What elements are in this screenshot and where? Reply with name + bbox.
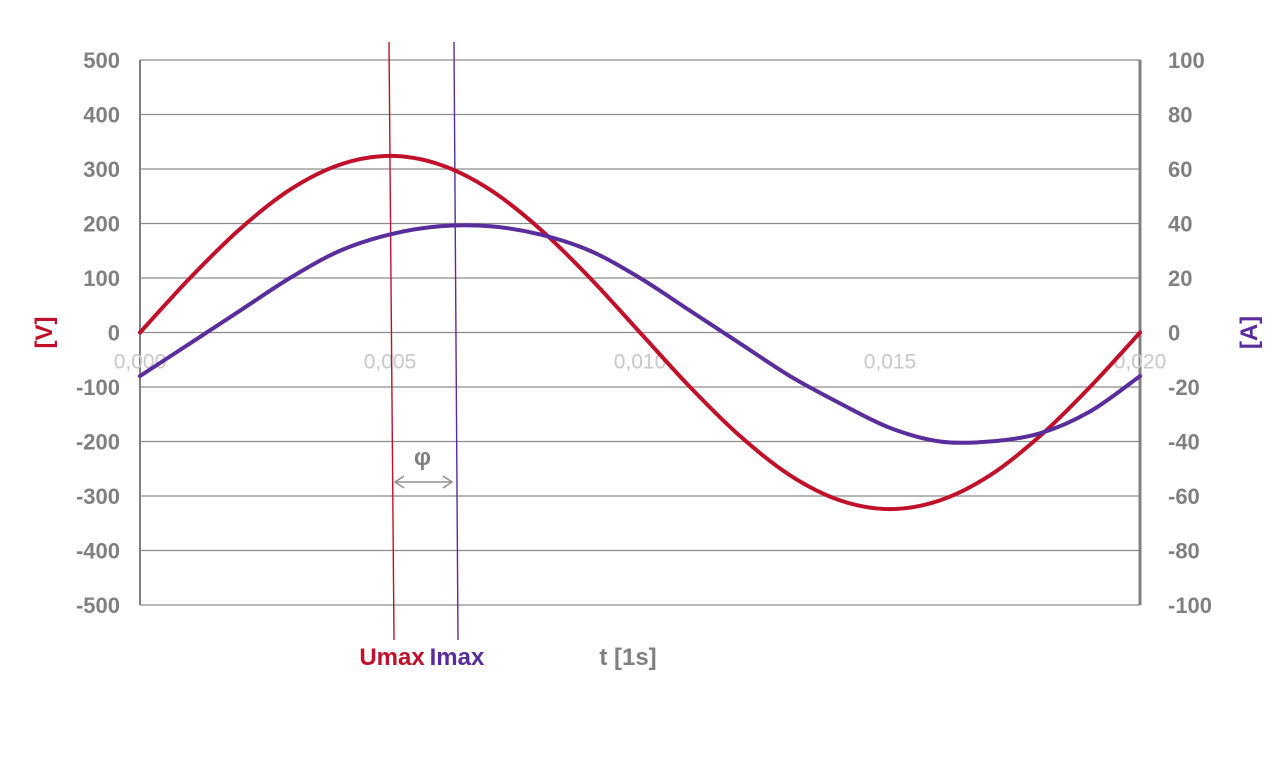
right-tick-label: -60 <box>1168 484 1200 509</box>
left-axis-unit-label: [V] <box>31 317 58 349</box>
x-tick-label: 0,015 <box>864 351 917 374</box>
right-axis-ticks: 100 80 60 40 20 0 -20 -40 -60 -80 -100 <box>1168 48 1212 618</box>
right-tick-label: -20 <box>1168 375 1200 400</box>
right-tick-label: 20 <box>1168 266 1192 291</box>
series-line-umax <box>138 153 1142 512</box>
right-tick-label: 80 <box>1168 103 1192 128</box>
x-axis-label: t [1s] <box>599 644 656 671</box>
right-tick-label: -40 <box>1168 430 1200 455</box>
umax-marker-line <box>388 41 395 641</box>
left-tick-label: 100 <box>83 266 120 291</box>
left-axis-ticks: 500 400 300 200 100 0 -100 -200 -300 -400 -500 <box>76 48 120 618</box>
right-tick-label: 0 <box>1168 321 1180 346</box>
imax-label: Imax <box>430 644 485 671</box>
left-tick-label: 500 <box>83 48 120 73</box>
x-tick-label: 0,010 <box>614 351 667 374</box>
x-tick-label: 0,005 <box>364 351 417 374</box>
left-tick-label: -100 <box>76 375 120 400</box>
chart-labels: [V] [A] t [1s] Umax Imax φ <box>31 316 1263 671</box>
phase-label: φ <box>414 444 431 471</box>
umax-label: Umax <box>359 644 425 671</box>
peak-markers <box>388 41 459 641</box>
right-tick-label: -80 <box>1168 539 1200 564</box>
left-tick-label: -200 <box>76 430 120 455</box>
x-axis-ticks: 0,000 0,005 0,010 0,015 0,020 <box>114 351 1167 374</box>
phase-annotation <box>393 475 454 489</box>
right-tick-label: 40 <box>1168 212 1192 237</box>
left-tick-label: 400 <box>83 103 120 128</box>
left-tick-label: 0 <box>108 321 120 346</box>
right-axis-unit-label: [A] <box>1236 316 1263 349</box>
x-tick-label: 0,020 <box>1114 351 1167 374</box>
right-tick-label: 60 <box>1168 157 1192 182</box>
left-tick-label: -400 <box>76 539 120 564</box>
phase-arrow-left-head <box>393 475 405 489</box>
left-tick-label: -500 <box>76 593 120 618</box>
left-tick-label: -300 <box>76 484 120 509</box>
left-tick-label: 200 <box>83 212 120 237</box>
imax-marker-line <box>453 41 459 641</box>
left-tick-label: 300 <box>83 157 120 182</box>
right-tick-label: -100 <box>1168 593 1212 618</box>
phase-arrow-right-head <box>442 475 454 489</box>
series-lines <box>138 153 1142 512</box>
series-line-imax <box>138 223 1142 445</box>
right-tick-label: 100 <box>1168 48 1205 73</box>
